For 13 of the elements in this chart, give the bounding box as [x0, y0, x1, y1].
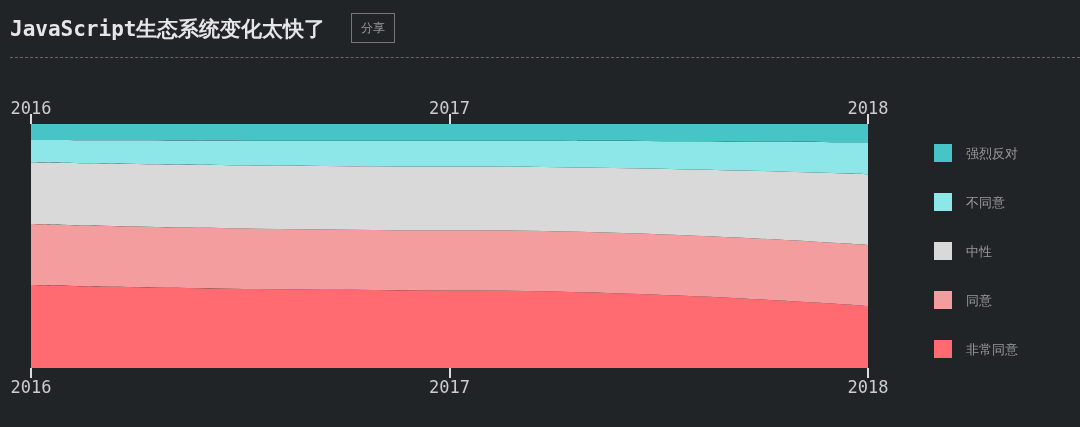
legend-label: 强烈反对 [966, 145, 1018, 161]
legend-label: 不同意 [966, 194, 1005, 210]
legend-label: 同意 [966, 292, 992, 308]
x2-tick-label: 2016 [10, 97, 52, 118]
legend-label: 中性 [966, 243, 992, 259]
x-tick-label: 2018 [847, 376, 889, 397]
share-button: 分享 [351, 13, 395, 43]
x-tick-label: 2016 [10, 376, 52, 397]
legend-label: 非常同意 [966, 341, 1018, 357]
x2-tick-label: 2017 [429, 97, 470, 118]
x-tick-label: 2017 [429, 376, 470, 397]
chart-title: JavaScript生态系统变化太快了 [10, 16, 326, 43]
x2-tick-label: 2018 [847, 97, 889, 118]
